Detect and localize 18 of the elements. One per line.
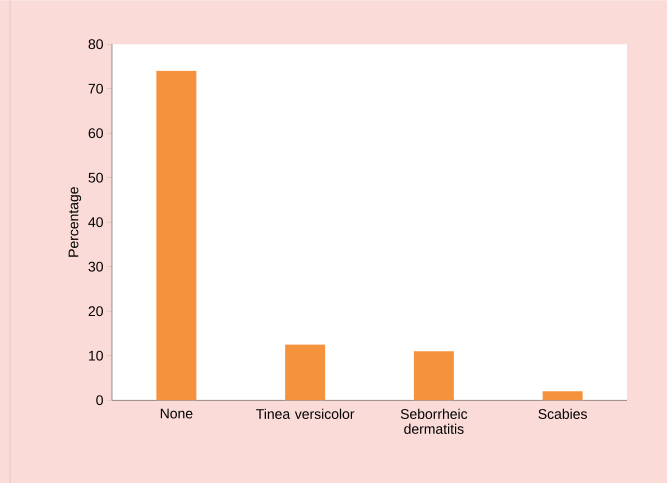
y-tick-label: 80 [88,39,103,49]
y-tick-label: 0 [96,395,103,405]
y-tick-label: 60 [88,128,103,138]
bar [542,391,583,400]
x-tick-label: Seborrheic dermatitis [400,408,468,434]
y-tick-label: 10 [89,350,103,360]
y-tick-label: 50 [88,172,103,182]
y-axis-title: Percentage [68,186,82,257]
y-tick-label: 30 [88,262,103,272]
y-tick-label: 20 [88,306,103,316]
bar [285,344,326,400]
bar [414,351,454,400]
y-tick-label: 70 [88,84,103,94]
x-tick-label: None [160,408,192,418]
bar [156,70,196,400]
x-tick-label: Scabies [538,408,587,419]
x-tick-label: Tinea versicolor [256,408,354,419]
y-tick-label: 40 [88,217,103,227]
